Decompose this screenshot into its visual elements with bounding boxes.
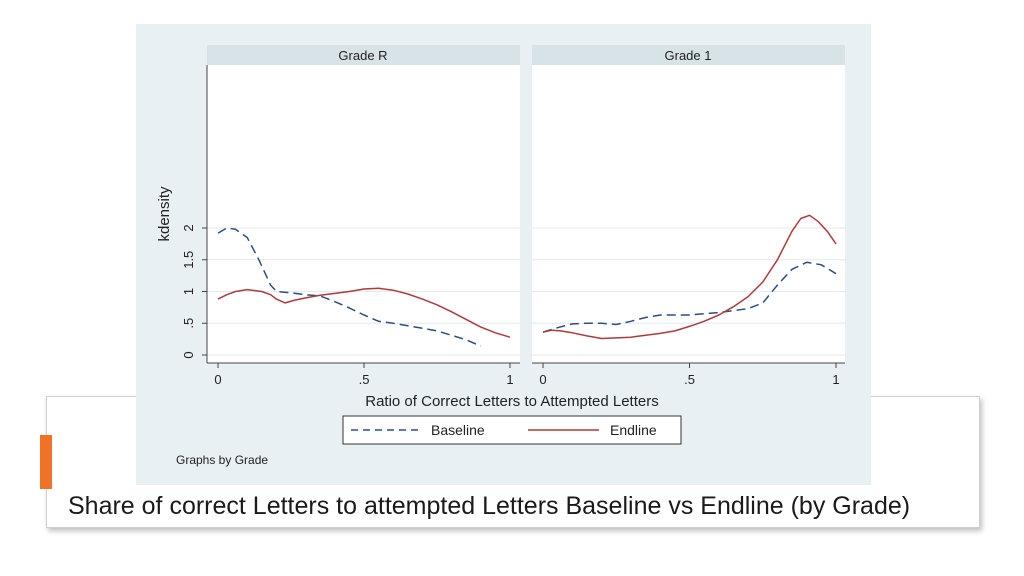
y-tick-label: .5: [181, 318, 196, 329]
x-tick-label: 1: [832, 372, 839, 387]
panel-grade-r-header: [207, 45, 520, 65]
panel-grade-1-plot: [532, 65, 845, 363]
y-ticks: 0 .5 1 1.5 2: [181, 224, 207, 359]
chart-panel: Grade R Grade 1 0 .5 1 1.5 2 0 .5 1 0 .5 1 kdensi…: [136, 24, 871, 485]
grade-r-baseline-line: [217, 227, 482, 347]
legend-box: [342, 415, 682, 445]
panel-grade-1-header: [532, 45, 845, 65]
grade-r-endline-line: [217, 287, 511, 338]
y-tick-label: 2: [181, 224, 196, 231]
panel-grade-1-series: [542, 214, 837, 340]
x-tick-label: .5: [359, 372, 370, 387]
grade-1-endline-line: [542, 214, 837, 340]
panel-grade-1-title: Grade 1: [665, 48, 712, 63]
x-tick-label: .5: [684, 372, 695, 387]
y-tick-label: 0: [181, 351, 196, 358]
legend-baseline-label: Baseline: [431, 422, 485, 438]
accent-bar: [40, 435, 52, 489]
y-tick-label: 1.5: [181, 251, 196, 269]
x-axis-label: Ratio of Correct Letters to Attempted Le…: [365, 393, 658, 410]
x-ticks: 0 .5 1 0 .5 1: [214, 363, 840, 387]
grade-1-baseline-line: [542, 261, 837, 333]
y-axis-label: kdensity: [156, 186, 173, 242]
x-tick-label: 0: [214, 372, 221, 387]
kdensity-chart: Grade R Grade 1 0 .5 1 1.5 2 0 .5 1 0 .5 1 kdensi…: [156, 45, 845, 467]
panel-grade-r-plot: [207, 65, 520, 363]
y-tick-label: 1: [181, 288, 196, 295]
panel-grade-r-series: [217, 227, 511, 347]
graphs-by-note: Graphs by Grade: [176, 453, 268, 467]
x-tick-label: 1: [506, 372, 513, 387]
legend-endline-label: Endline: [610, 422, 657, 438]
x-tick-label: 0: [539, 372, 546, 387]
slide-caption: Share of correct Letters to attempted Le…: [68, 492, 911, 520]
panel-grade-r-title: Grade R: [338, 48, 387, 63]
